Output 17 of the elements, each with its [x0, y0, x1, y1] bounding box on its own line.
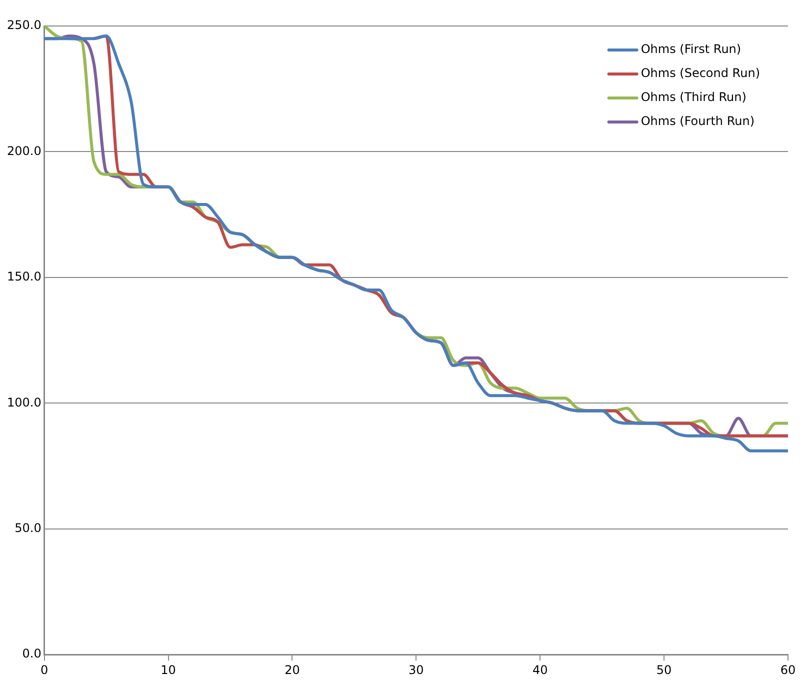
y-tick-label: 100.0	[6, 395, 42, 410]
x-tick-label: 20	[284, 662, 300, 677]
x-tick-label: 10	[160, 662, 176, 677]
x-tick-label: 30	[408, 662, 424, 677]
y-tick-label: 250.0	[6, 18, 42, 32]
x-tick-label: 60	[780, 662, 796, 677]
x-tick-label: 0	[40, 662, 48, 677]
legend-label: Ohms (Fourth Run)	[640, 114, 755, 128]
legend-label: Ohms (First Run)	[640, 42, 742, 56]
y-tick-label: 0.0	[22, 646, 42, 661]
legend-label: Ohms (Third Run)	[640, 90, 746, 104]
x-tick-label: 50	[656, 662, 672, 677]
legend-label: Ohms (Second Run)	[640, 66, 760, 80]
y-tick-label: 200.0	[6, 144, 42, 158]
y-tick-label: 50.0	[14, 521, 42, 536]
x-tick-label: 40	[532, 662, 548, 677]
y-tick-label: 150.0	[6, 270, 42, 284]
